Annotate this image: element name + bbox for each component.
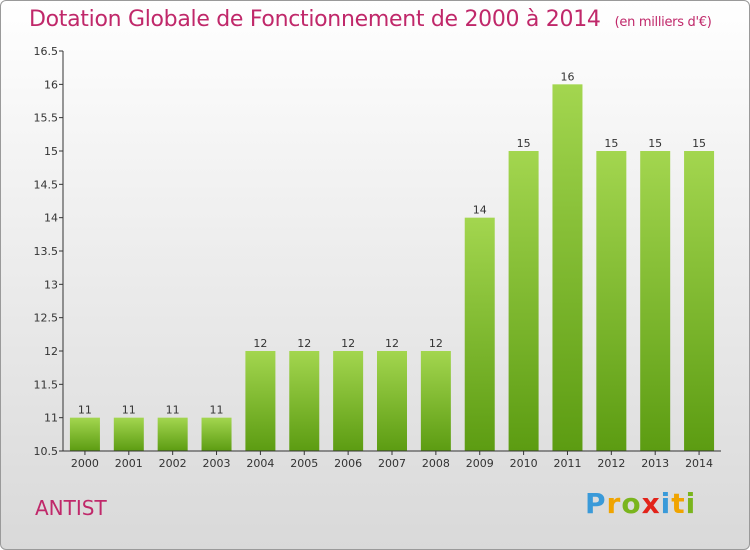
- x-tick-label: 2009: [466, 457, 494, 470]
- data-label: 15: [648, 137, 662, 150]
- x-tick-label: 2014: [685, 457, 713, 470]
- x-tick-label: 2011: [553, 457, 581, 470]
- y-tick-label: 16: [44, 78, 58, 91]
- data-label: 11: [122, 404, 136, 417]
- bar-2013: [640, 151, 671, 451]
- data-label: 15: [604, 137, 618, 150]
- bar-2014: [684, 151, 715, 451]
- x-tick-label: 2006: [334, 457, 362, 470]
- bars-group: 11 11 11 11 12 12 12 12 12 14 15 16 15 15 15: [69, 70, 715, 451]
- bar-2005: [289, 351, 320, 451]
- y-tick-label: 10.5: [34, 445, 59, 458]
- x-tick-label: 2000: [71, 457, 99, 470]
- x-tick-label: 2007: [378, 457, 406, 470]
- chart-title: Dotation Globale de Fonctionnement de 20…: [29, 7, 712, 32]
- unit-label: (en milliers d'€): [614, 15, 712, 30]
- bar-2002: [157, 417, 188, 451]
- x-tick-label: 2012: [597, 457, 625, 470]
- x-tick-label: 2008: [422, 457, 450, 470]
- y-tick-label: 15: [44, 145, 58, 158]
- bar-2004: [245, 351, 276, 451]
- bar-2012: [596, 151, 627, 451]
- bar-2000: [69, 417, 100, 451]
- y-tick-label: 11: [44, 412, 58, 425]
- x-tick-label: 2010: [510, 457, 538, 470]
- data-label: 14: [473, 204, 487, 217]
- x-tick-label: 2013: [641, 457, 669, 470]
- commune-name: ANTIST: [35, 496, 107, 520]
- y-tick-label: 11.5: [34, 378, 59, 391]
- data-label: 12: [297, 337, 311, 350]
- data-label: 11: [166, 404, 180, 417]
- title-text: Dotation Globale de Fonctionnement de 20…: [29, 7, 601, 32]
- y-tick-label: 12: [44, 345, 58, 358]
- x-tick-label: 2005: [290, 457, 318, 470]
- data-label: 12: [429, 337, 443, 350]
- bar-2008: [420, 351, 451, 451]
- data-label: 11: [210, 404, 224, 417]
- data-label: 16: [560, 70, 574, 83]
- data-label: 12: [253, 337, 267, 350]
- y-tick-label: 12.5: [34, 312, 59, 325]
- bar-2003: [201, 417, 232, 451]
- y-tick-label: 15.5: [34, 112, 59, 125]
- x-tick-label: 2003: [203, 457, 231, 470]
- data-label: 12: [341, 337, 355, 350]
- y-axis: 10.5 11 11.5 12 12.5 13 13.5 14 14.5 15 15.5 16 16.5: [34, 45, 64, 458]
- data-label: 12: [385, 337, 399, 350]
- data-label: 15: [692, 137, 706, 150]
- data-label: 11: [78, 404, 92, 417]
- y-tick-label: 14: [44, 212, 58, 225]
- y-tick-label: 16.5: [34, 45, 59, 58]
- bar-2007: [377, 351, 407, 451]
- y-tick-label: 13.5: [34, 245, 59, 258]
- bar-2011: [552, 84, 583, 451]
- y-tick-label: 13: [44, 278, 58, 291]
- x-tick-label: 2004: [246, 457, 274, 470]
- bar-2006: [333, 351, 364, 451]
- y-tick-label: 14.5: [34, 178, 59, 191]
- data-label: 15: [517, 137, 531, 150]
- bar-2009: [464, 217, 495, 451]
- x-tick-label: 2002: [159, 457, 187, 470]
- bar-2010: [508, 151, 539, 451]
- x-axis: 2000 2001 2002 2003 2004 2005 2006 2007 2008 2009…: [63, 450, 721, 470]
- bar-2001: [113, 417, 144, 451]
- x-tick-label: 2001: [115, 457, 143, 470]
- proxiti-logo[interactable]: Proxiti: [585, 487, 697, 520]
